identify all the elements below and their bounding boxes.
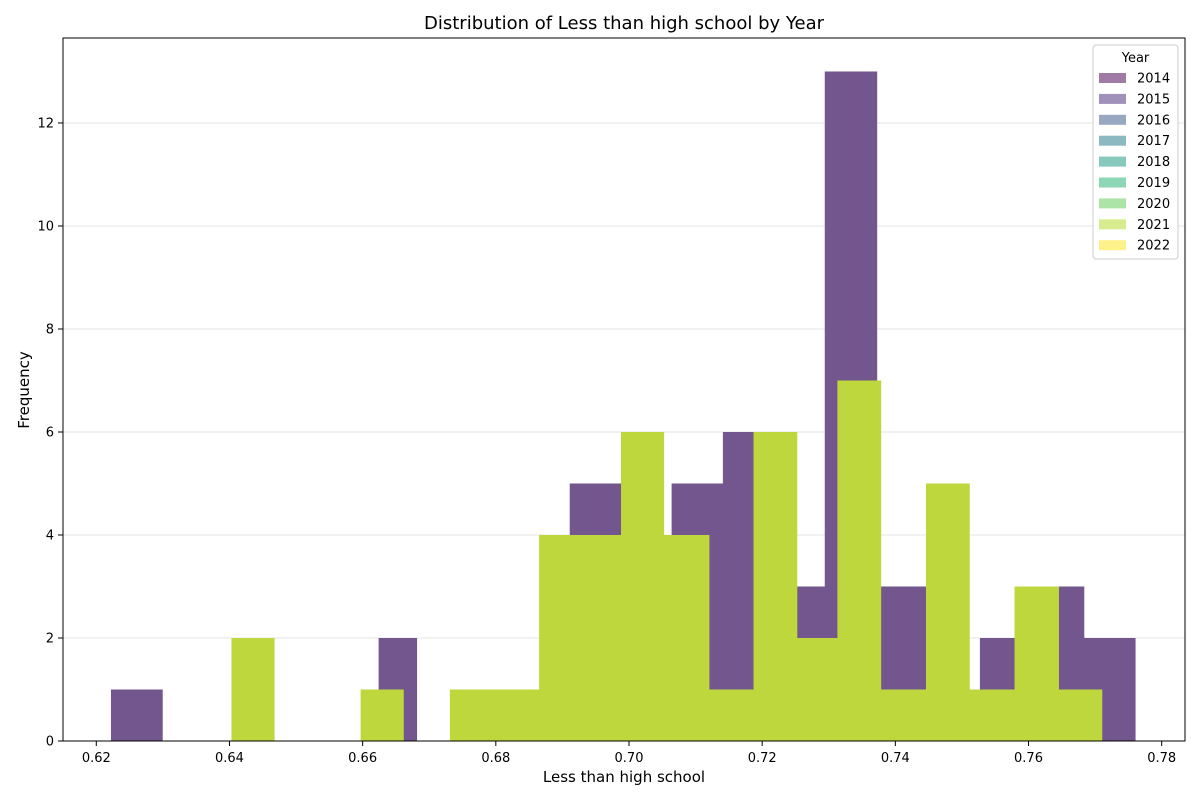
y-tick-label: 2 [46,631,54,646]
chart-title: Distribution of Less than high school by… [424,13,825,34]
x-axis-label: Less than high school [543,768,705,786]
histogram-bars [110,71,1136,741]
legend-swatch [1099,177,1126,188]
x-tick-label: 0.72 [748,751,777,766]
legend-label: 2017 [1137,134,1170,149]
x-tick-label: 0.62 [82,751,111,766]
legend-entry: 2020 [1099,197,1170,212]
x-tick-label: 0.74 [881,751,910,766]
bar [231,637,275,741]
y-tick-label: 0 [46,735,54,750]
y-tick-label: 8 [46,322,54,337]
legend-entry: 2022 [1099,239,1170,254]
legend-swatch [1099,156,1126,167]
legend-label: 2021 [1137,218,1170,233]
bar [1014,586,1059,741]
series-2021 [231,380,1103,741]
legend-swatch [1099,219,1126,230]
bar [1058,689,1103,741]
x-tick-label: 0.66 [348,751,377,766]
x-axis: 0.62 0.64 0.66 0.68 0.70 0.72 0.74 0.76 0.78 [82,741,1176,766]
legend-swatch [1099,240,1126,251]
x-tick-label: 0.64 [215,751,244,766]
bar [880,689,927,741]
bar [753,431,798,741]
legend-entry: 2021 [1099,218,1170,233]
bar [925,483,970,741]
legend-swatch [1099,114,1126,125]
legend-label: 2018 [1137,155,1170,170]
y-tick-label: 6 [46,425,54,440]
legend-entries: 2014 2015 2016 2017 2018 2019 2020 2021 2022 [1099,72,1170,254]
legend-entry: 2017 [1099,134,1170,149]
y-axis: 0 2 4 6 8 10 12 [37,116,63,750]
bar [449,689,540,741]
legend-swatch [1099,135,1126,146]
y-tick-label: 12 [37,116,54,131]
y-tick-label: 4 [46,528,54,543]
legend-label: 2019 [1137,176,1170,191]
x-tick-label: 0.68 [481,751,510,766]
legend-title: Year [1121,51,1150,66]
legend: Year 2014 2015 2016 2017 2018 2019 2020 2021 202… [1092,44,1179,260]
legend-label: 2020 [1137,197,1170,212]
legend-swatch [1099,198,1126,209]
x-tick-label: 0.78 [1147,751,1176,766]
bar [539,534,622,741]
x-tick-label: 0.76 [1014,751,1043,766]
bar [663,534,710,741]
x-tick-label: 0.70 [615,751,644,766]
y-axis-label: Frequency [15,351,33,429]
bar [110,689,163,741]
bar [837,380,882,741]
y-tick-label: 10 [37,219,54,234]
legend-label: 2022 [1137,239,1170,254]
legend-entry: 2018 [1099,155,1170,170]
bar [621,431,665,741]
legend-label: 2016 [1137,113,1170,128]
legend-swatch [1099,73,1126,83]
legend-entry: 2014 [1099,72,1170,87]
legend-entry: 2019 [1099,176,1170,191]
legend-entry: 2016 [1099,113,1170,128]
legend-label: 2015 [1137,92,1170,107]
plot-frame [62,37,1186,742]
legend-entry: 2015 [1099,92,1170,107]
bar [360,689,404,741]
legend-label: 2014 [1137,72,1170,87]
bar [708,689,755,741]
legend-swatch [1099,93,1126,104]
bar [969,689,1016,741]
bar [796,637,838,741]
